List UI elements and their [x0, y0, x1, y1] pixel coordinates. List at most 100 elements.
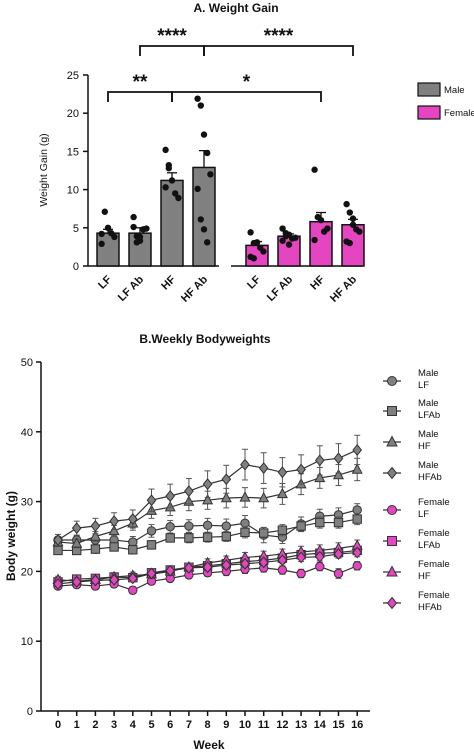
data-point	[207, 171, 214, 178]
y-tick-label: 10	[67, 185, 79, 197]
x-tick-label: 7	[186, 719, 192, 731]
data-point	[101, 208, 109, 215]
series-female-hfab	[53, 546, 363, 590]
data-point	[200, 131, 208, 138]
data-point	[127, 572, 138, 585]
panel-a-title: A. Weight Gain	[193, 1, 278, 15]
y-tick-label: 30	[21, 497, 33, 509]
data-point	[128, 585, 138, 595]
legend-label-line1: Female	[418, 559, 450, 570]
x-tick-label: 2	[92, 719, 98, 731]
data-point	[98, 230, 105, 238]
data-point	[109, 515, 119, 528]
data-point	[282, 233, 289, 240]
data-point	[204, 149, 211, 157]
panel-b-x-axis-label: Week	[193, 738, 224, 752]
data-point	[184, 521, 194, 531]
data-point	[311, 236, 318, 244]
y-tick-label: 40	[21, 427, 33, 439]
legend-label-line2: HF	[418, 441, 431, 452]
x-tick-label: 12	[276, 719, 288, 731]
data-point	[324, 225, 331, 232]
data-point	[130, 213, 137, 221]
data-point	[71, 522, 82, 535]
y-tick-label: 25	[67, 70, 79, 82]
data-point	[346, 209, 353, 216]
data-point	[250, 255, 257, 262]
panel-a-legend: Male Female	[417, 82, 474, 120]
data-point	[314, 471, 326, 483]
data-point	[240, 458, 250, 471]
data-point	[130, 223, 137, 231]
data-point	[259, 528, 269, 538]
data-point	[53, 545, 63, 556]
data-point	[239, 491, 251, 502]
data-point	[90, 574, 101, 587]
data-point	[277, 554, 288, 567]
legend-label-line1: Female	[418, 528, 450, 539]
data-point	[197, 216, 204, 223]
data-point	[315, 561, 325, 572]
data-point	[204, 239, 211, 246]
panel-b-title: B.Weekly Bodyweights	[139, 332, 270, 346]
data-point	[89, 530, 101, 541]
x-tick-label: 4	[130, 719, 137, 731]
data-point	[332, 468, 345, 480]
data-point	[128, 537, 138, 547]
data-point	[258, 491, 270, 503]
data-point	[128, 545, 138, 555]
x-category-label: LF	[96, 273, 114, 291]
legend-label-line2: HF	[418, 571, 431, 582]
data-point	[162, 184, 169, 191]
data-point	[247, 229, 254, 236]
sig-lfab-hfab-bracket	[139, 45, 205, 56]
legend-swatch-male	[417, 82, 441, 97]
data-point	[146, 494, 157, 507]
x-tick-label: 6	[167, 719, 173, 731]
data-point	[146, 540, 157, 550]
legend-marker	[387, 505, 397, 515]
y-tick-label: 0	[27, 706, 33, 718]
data-point	[296, 551, 306, 564]
data-point	[194, 95, 201, 102]
data-point	[349, 215, 357, 222]
legend-marker	[387, 536, 397, 546]
data-point	[296, 521, 306, 531]
data-point	[258, 462, 269, 475]
data-point	[127, 513, 138, 526]
legend-marker	[386, 466, 398, 480]
data-point	[260, 248, 267, 255]
legend-label-line1: Male	[418, 429, 439, 440]
panel-b-series	[52, 434, 363, 595]
panel-a-axes: 0 5 10 15 20 25	[67, 70, 362, 273]
panel-a-y-axis-label: Weight Gain (g)	[38, 133, 50, 206]
x-category-label: LF Ab	[116, 273, 146, 303]
data-point	[311, 166, 318, 173]
legend-label-line1: Female	[418, 590, 450, 601]
x-tick-label: 1	[74, 719, 80, 731]
data-point	[136, 237, 144, 244]
x-category-label: LF	[245, 273, 263, 291]
data-point	[184, 485, 194, 498]
data-point	[292, 234, 299, 241]
data-point	[296, 463, 306, 476]
x-tick-label: 0	[55, 719, 61, 731]
bar	[160, 179, 184, 267]
legend-label-line2: LFAb	[418, 410, 440, 421]
data-point	[296, 568, 306, 579]
legend-label-line2: HFAb	[418, 602, 442, 613]
legend-label-male: Male	[444, 85, 465, 96]
data-point	[202, 493, 214, 505]
data-point	[200, 226, 208, 233]
data-point	[53, 577, 63, 590]
x-category-label: HF Ab	[328, 273, 359, 304]
x-tick-label: 9	[223, 719, 229, 731]
data-point	[352, 514, 362, 524]
sig-hfab-male-female-bracket	[203, 45, 354, 56]
data-point	[285, 241, 293, 248]
data-point	[104, 224, 112, 231]
sig-hf-male-female-label: *	[243, 72, 251, 93]
data-point	[71, 575, 82, 588]
x-tick-label: 16	[351, 719, 363, 731]
